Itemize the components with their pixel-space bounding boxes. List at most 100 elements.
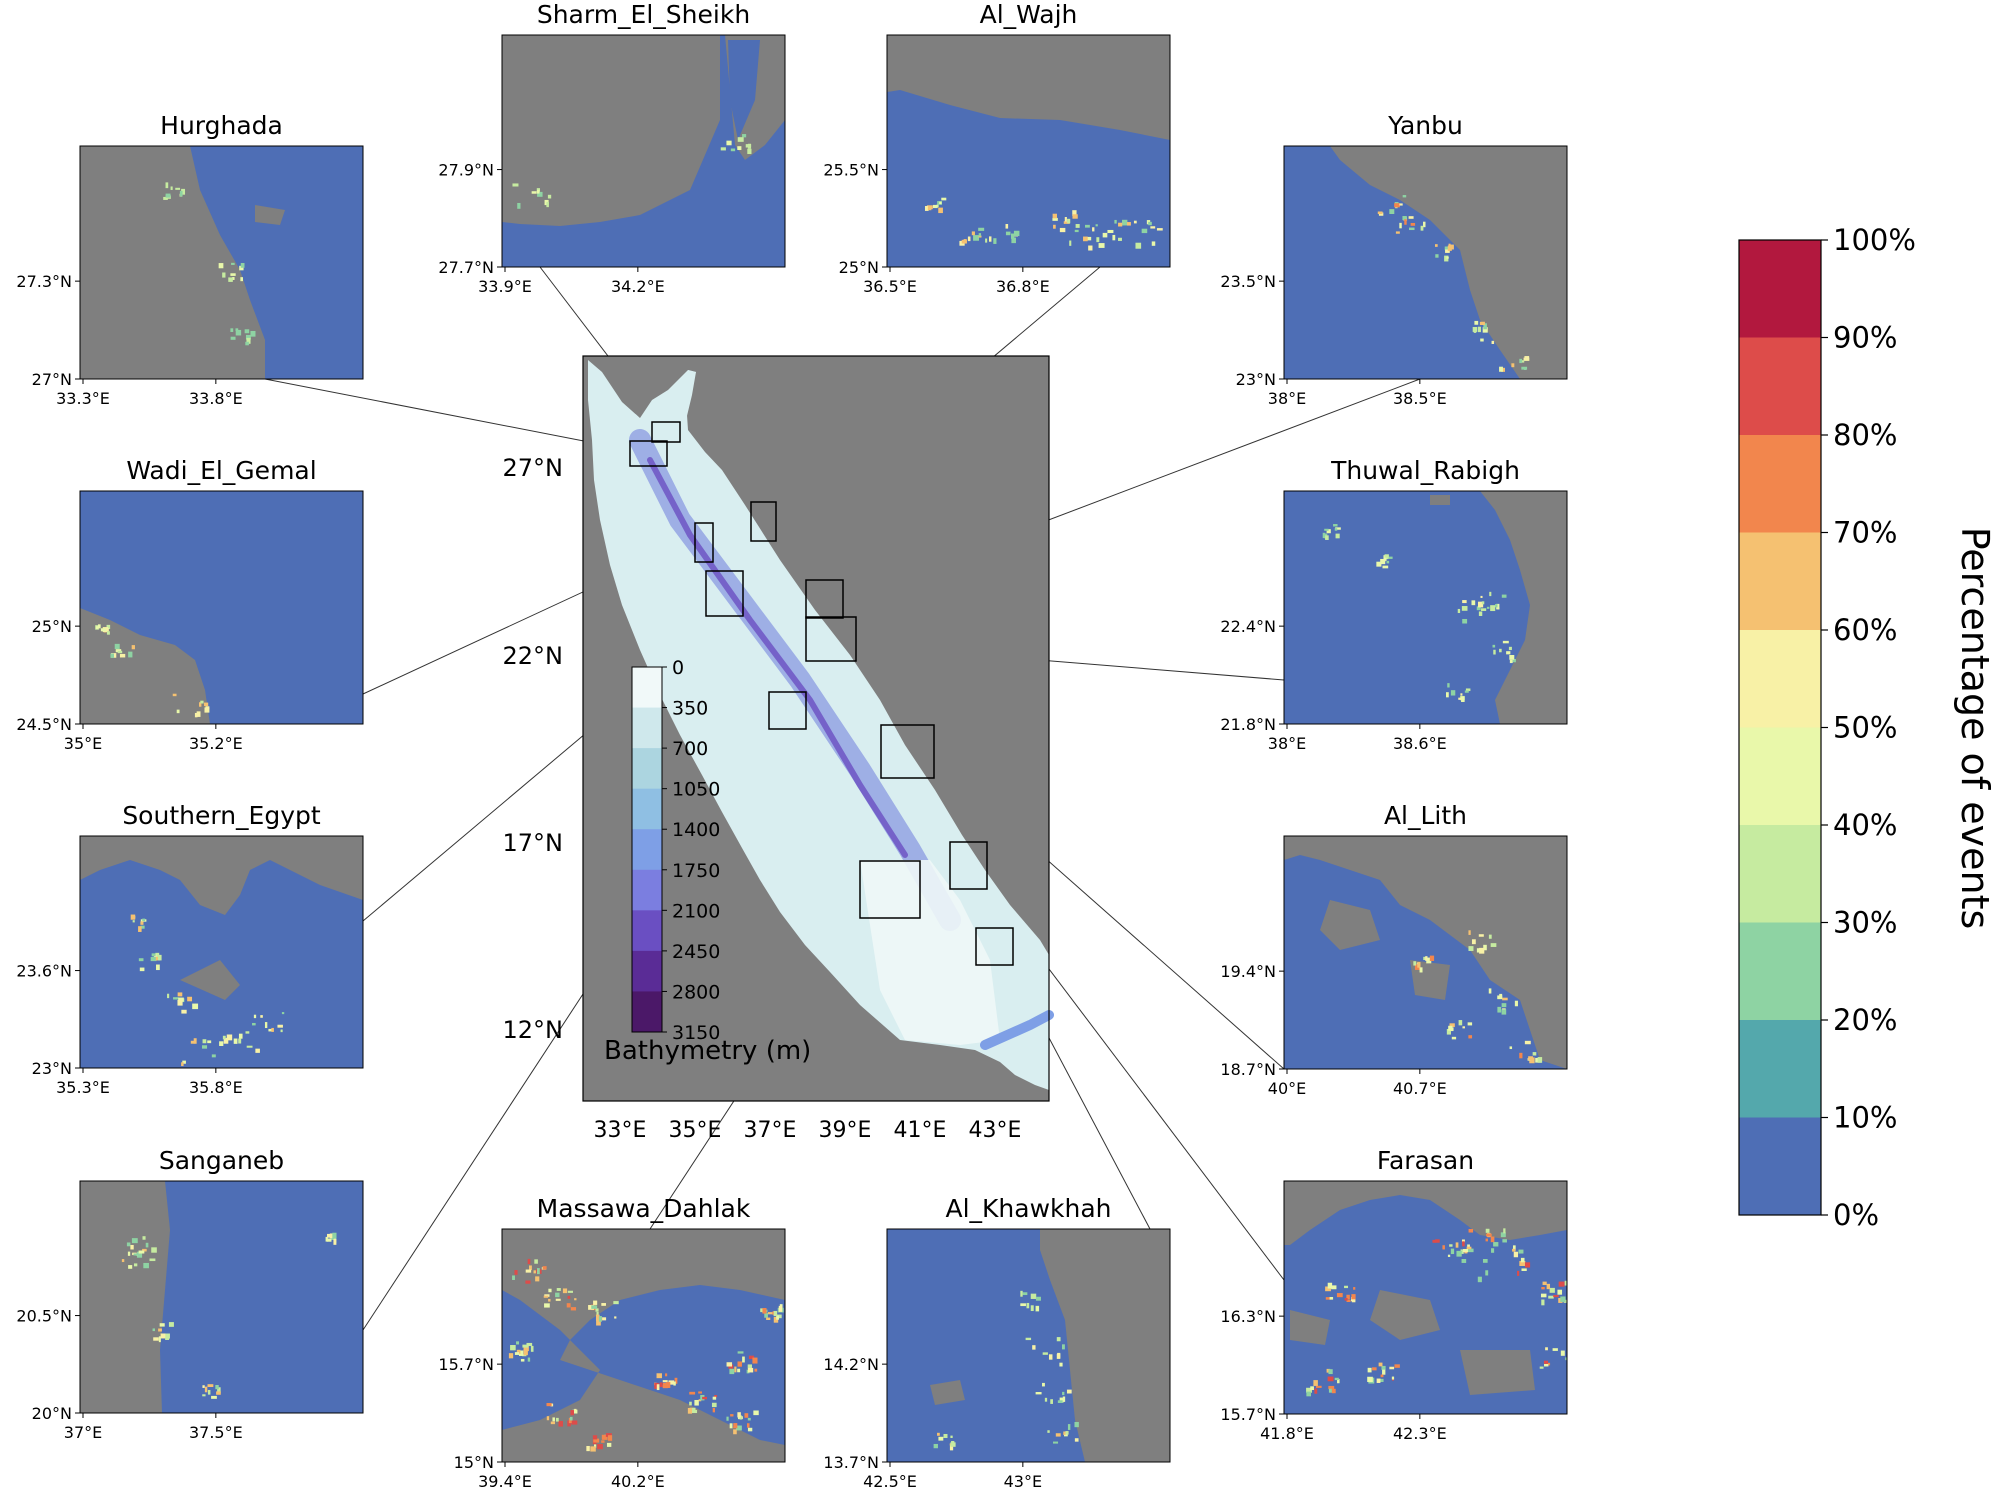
reef-pixel xyxy=(531,191,537,194)
reef-pixel xyxy=(1476,606,1481,611)
reef-pixel xyxy=(1501,594,1507,598)
lon-label: 37°E xyxy=(744,1118,797,1143)
reef-pixel xyxy=(1502,1239,1507,1243)
region-boxes xyxy=(629,421,1014,966)
reef-pixel xyxy=(1122,219,1128,226)
reef-pixel xyxy=(178,997,184,1002)
reef-pixel xyxy=(1474,320,1479,325)
reef-pixel xyxy=(591,1305,598,1309)
reef-pixel xyxy=(742,134,747,138)
reef-pixel xyxy=(1394,1364,1400,1368)
reef-pixel xyxy=(177,999,183,1006)
reef-pixel xyxy=(1098,243,1105,248)
reef-pixel xyxy=(1062,1396,1066,1402)
reef-pixel xyxy=(558,1420,563,1427)
reef-pixel xyxy=(536,1268,540,1275)
reef-pixel xyxy=(728,1364,734,1369)
reef-pixel xyxy=(752,1357,758,1364)
reef-pixel xyxy=(1335,533,1340,539)
reef-pixel xyxy=(537,191,543,197)
reef-pixel xyxy=(588,1305,595,1310)
reef-pixel xyxy=(567,1295,571,1299)
reef-pixel xyxy=(720,147,726,151)
reef-pixel xyxy=(596,1319,601,1326)
reef-pixel xyxy=(1380,558,1386,565)
reef-pixel xyxy=(1413,961,1417,966)
reef-pixel xyxy=(985,238,988,243)
reef-pixel xyxy=(654,1382,659,1389)
reef-pixel xyxy=(1493,649,1496,655)
reef-pixel xyxy=(546,1416,550,1421)
reef-pixel xyxy=(586,1445,590,1452)
reef-pixel xyxy=(1042,1382,1045,1387)
reef-pixel xyxy=(1462,600,1467,604)
reef-pixel xyxy=(1548,1295,1554,1299)
reef-pixel xyxy=(235,328,239,332)
reef-pixel xyxy=(1326,529,1331,534)
reef-pixel xyxy=(1456,1250,1462,1257)
reef-pixel xyxy=(121,1259,125,1263)
inset-x-tick-label: 35.2°E xyxy=(189,734,243,753)
reef-pixel xyxy=(150,957,157,962)
reef-pixel xyxy=(1379,1378,1384,1383)
reef-pixel xyxy=(1325,1286,1331,1292)
reef-pixel xyxy=(1314,1388,1318,1394)
region-box-al-lith xyxy=(880,724,935,779)
reef-pixel xyxy=(1399,203,1403,206)
reef-pixel xyxy=(712,1396,717,1400)
reef-pixel xyxy=(240,263,245,268)
bathymetry-label: Bathymetry (m) xyxy=(604,1036,811,1066)
reef-pixel xyxy=(117,650,123,654)
connector-line xyxy=(264,378,631,451)
reef-pixel xyxy=(932,204,938,209)
percentage-colorbar-segment xyxy=(1739,435,1821,533)
reef-pixel xyxy=(726,140,732,146)
inset-land xyxy=(887,35,1170,140)
reef-pixel xyxy=(1072,210,1077,216)
reef-pixel xyxy=(1047,1430,1050,1433)
bathymetry-tick-label: 2100 xyxy=(672,900,720,922)
reef-pixel xyxy=(1069,240,1072,246)
reef-pixel xyxy=(1514,1000,1518,1007)
reef-pixel xyxy=(1488,988,1492,994)
inset-reef-events xyxy=(508,1258,784,1452)
inset-y-tick-label: 27.9°N xyxy=(438,161,494,180)
inset-title: Thuwal_Rabigh xyxy=(1330,456,1520,485)
reef-pixel xyxy=(132,920,135,923)
region-box-wadi-el-gemal xyxy=(694,522,714,563)
reef-pixel xyxy=(1378,1362,1383,1367)
reef-pixel xyxy=(218,263,224,269)
reef-pixel xyxy=(1011,233,1015,239)
reef-pixel xyxy=(1444,255,1449,262)
reef-pixel xyxy=(1384,554,1389,558)
inset-reef-events xyxy=(924,197,1163,251)
reef-pixel xyxy=(152,1328,156,1332)
reef-pixel xyxy=(207,1384,214,1388)
reef-pixel xyxy=(1063,1431,1066,1435)
reef-pixel xyxy=(674,1377,678,1384)
reef-pixel xyxy=(1497,1006,1502,1013)
reef-pixel xyxy=(142,918,146,922)
reef-pixel xyxy=(133,1263,138,1267)
reef-pixel xyxy=(1434,244,1438,247)
reef-pixel xyxy=(167,993,170,999)
reef-pixel xyxy=(747,143,751,149)
reef-pixel xyxy=(217,1387,221,1394)
reef-pixel xyxy=(1512,1245,1516,1251)
reef-pixel xyxy=(1461,1239,1465,1243)
reef-pixel xyxy=(1141,228,1148,234)
reef-pixel xyxy=(546,201,549,208)
reef-pixel xyxy=(595,1308,599,1312)
reef-pixel xyxy=(516,1341,520,1345)
reef-pixel xyxy=(1328,1369,1333,1375)
reef-pixel xyxy=(149,1258,156,1262)
reef-pixel xyxy=(1334,1377,1339,1381)
reef-pixel xyxy=(1520,1257,1525,1263)
bathymetry-colorbar-segment xyxy=(632,707,662,749)
reef-pixel xyxy=(1477,1276,1482,1283)
reef-pixel xyxy=(1464,690,1469,693)
reef-pixel xyxy=(1020,1290,1023,1297)
reef-pixel xyxy=(1502,640,1509,644)
reef-pixel xyxy=(556,1288,561,1291)
reef-pixel xyxy=(596,1311,599,1317)
